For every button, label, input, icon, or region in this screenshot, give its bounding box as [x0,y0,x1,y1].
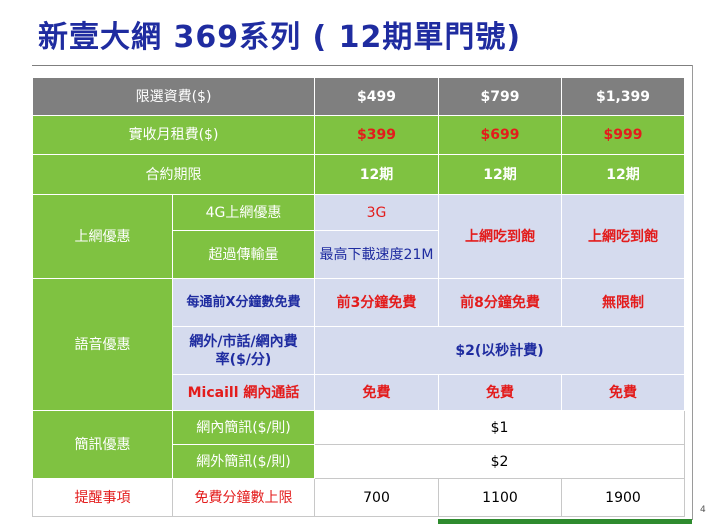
table-row-reminder: 提醒事項 免費分鐘數上限 700 1100 1900 [32,478,685,517]
voice-micall-value: 免費 [314,374,439,411]
data-overage-label: 超過傳輸量 [172,230,315,279]
table-row-fee: 限選資費($) $499 $799 $1,399 [32,77,685,116]
data-4g-label: 4G上網優惠 [172,194,315,231]
data-unlimited: 上網吃到飽 [561,194,685,279]
voice-free-label: 每通前X分鐘數免費 [172,278,315,327]
voice-micall-value: 免費 [561,374,685,411]
actual-label: 實收月租費($) [32,115,315,155]
table-row-data-overage: 超過傳輸量 最高下載速度21M [33,230,685,279]
table-row-contract: 合約期限 12期 12期 12期 [32,154,685,195]
actual-value: $699 [438,115,562,155]
contract-label: 合約期限 [32,154,315,195]
voice-rate-label: 網外/市話/網內費率($/分) [172,326,315,375]
table-row-sms-on-net: 簡訊優惠 網內簡訊($/則) $1 [32,410,685,479]
footer-accent-bar [438,519,692,524]
sms-on-net-value: $1 [314,410,685,445]
fee-value: $1,399 [561,77,685,116]
actual-value: $399 [314,115,439,155]
voice-free-value: 無限制 [561,278,685,327]
table-row-voice-free: 語音優惠 每通前X分鐘數免費 前3分鐘免費 前8分鐘免費 無限制 [32,278,685,411]
reminder-value: 1100 [438,478,562,517]
voice-free-value: 前8分鐘免費 [438,278,562,327]
data-group-label: 上網優惠 [32,194,173,279]
reminder-value: 700 [314,478,439,517]
voice-group-label: 語音優惠 [32,278,173,411]
voice-micall-value: 免費 [438,374,562,411]
plan-table: 限選資費($) $499 $799 $1,399 實收月租費($) $399 $… [32,77,685,517]
contract-value: 12期 [438,154,562,195]
right-divider [692,65,693,520]
table-row-sms-off-net: 網外簡訊($/則) $2 [33,444,685,479]
data-overage-value: 最高下載速度21M [314,230,439,279]
voice-rate-value: $2(以秒計費) [314,326,685,375]
table-row-data-4g: 上網優惠 4G上網優惠 3G 上網吃到飽 上網吃到飽 [32,194,685,279]
reminder-sub-label: 免費分鐘數上限 [172,478,315,517]
sms-off-net-label: 網外簡訊($/則) [172,444,315,479]
actual-value: $999 [561,115,685,155]
page-number: 4 [700,505,706,515]
sms-group-label: 簡訊優惠 [32,410,173,479]
fee-value: $799 [438,77,562,116]
table-row-voice-rate: 網外/市話/網內費率($/分) $2(以秒計費) [33,326,685,375]
data-unlimited: 上網吃到飽 [438,194,562,279]
table-row-actual: 實收月租費($) $399 $699 $999 [32,115,685,155]
sms-off-net-value: $2 [314,444,685,479]
voice-free-value: 前3分鐘免費 [314,278,439,327]
voice-micall-label: Micaill 網內通話 [172,374,315,411]
fee-label: 限選資費($) [32,77,315,116]
data-4g-value: 3G [314,194,439,231]
reminder-value: 1900 [561,478,685,517]
sms-on-net-label: 網內簡訊($/則) [172,410,315,445]
reminder-label: 提醒事項 [32,478,173,517]
fee-value: $499 [314,77,439,116]
title-divider [32,65,692,66]
page-title: 新壹大網 369系列 ( 12期單門號) [38,20,522,55]
contract-value: 12期 [561,154,685,195]
contract-value: 12期 [314,154,439,195]
